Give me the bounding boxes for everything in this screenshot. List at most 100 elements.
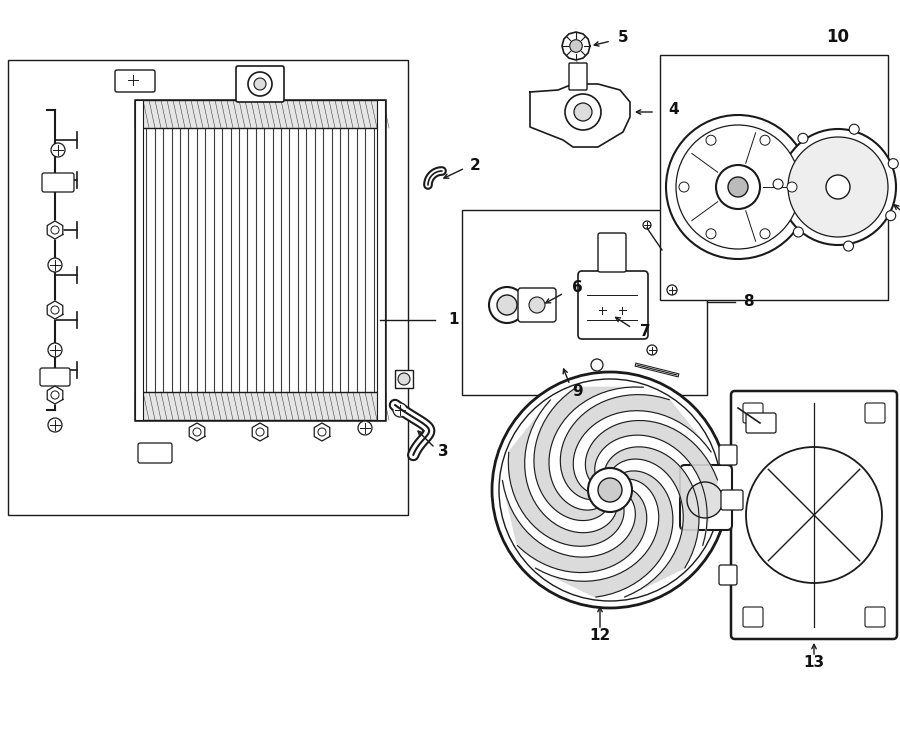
Circle shape	[51, 226, 59, 234]
FancyBboxPatch shape	[719, 565, 737, 585]
Text: 8: 8	[743, 295, 753, 309]
Circle shape	[499, 379, 721, 601]
Polygon shape	[47, 386, 63, 404]
Circle shape	[248, 72, 272, 96]
Circle shape	[574, 103, 592, 121]
Circle shape	[787, 182, 797, 192]
Text: 3: 3	[438, 444, 448, 460]
Text: 10: 10	[826, 28, 850, 46]
Circle shape	[398, 373, 410, 385]
FancyBboxPatch shape	[680, 465, 732, 530]
Polygon shape	[47, 221, 63, 239]
Circle shape	[597, 305, 607, 315]
Circle shape	[565, 94, 601, 130]
Circle shape	[193, 428, 201, 436]
Circle shape	[843, 241, 853, 251]
FancyBboxPatch shape	[743, 403, 763, 423]
Circle shape	[850, 124, 859, 135]
Bar	[135, 100, 385, 128]
FancyBboxPatch shape	[746, 413, 776, 433]
Circle shape	[826, 175, 850, 199]
Polygon shape	[530, 84, 630, 147]
Circle shape	[48, 343, 62, 357]
FancyBboxPatch shape	[42, 173, 74, 192]
Circle shape	[318, 428, 326, 436]
Circle shape	[48, 258, 62, 272]
Text: 13: 13	[804, 655, 824, 670]
Circle shape	[679, 182, 689, 192]
Circle shape	[492, 372, 728, 608]
FancyBboxPatch shape	[743, 607, 763, 627]
Circle shape	[793, 227, 804, 237]
Polygon shape	[585, 420, 717, 545]
Bar	[660, 55, 888, 300]
Circle shape	[126, 73, 140, 87]
Bar	[135, 100, 143, 420]
Circle shape	[798, 133, 808, 143]
Polygon shape	[314, 423, 329, 441]
Text: 5: 5	[618, 31, 628, 45]
Circle shape	[667, 285, 677, 295]
Circle shape	[780, 129, 896, 245]
FancyBboxPatch shape	[578, 271, 648, 339]
Circle shape	[570, 39, 582, 53]
Polygon shape	[502, 480, 647, 572]
Circle shape	[48, 418, 62, 432]
Circle shape	[51, 306, 59, 314]
Circle shape	[687, 482, 723, 518]
Circle shape	[617, 305, 627, 315]
FancyBboxPatch shape	[598, 233, 626, 272]
FancyBboxPatch shape	[731, 391, 897, 639]
Text: 7: 7	[640, 325, 651, 339]
FancyBboxPatch shape	[236, 66, 284, 102]
Circle shape	[256, 428, 264, 436]
Bar	[462, 210, 707, 395]
Polygon shape	[508, 400, 624, 546]
Circle shape	[716, 165, 760, 209]
Bar	[135, 392, 385, 420]
FancyBboxPatch shape	[721, 490, 743, 510]
Circle shape	[393, 403, 407, 417]
Circle shape	[647, 345, 657, 355]
Circle shape	[529, 297, 545, 313]
Bar	[8, 60, 408, 515]
Polygon shape	[536, 471, 673, 597]
Polygon shape	[562, 32, 590, 60]
Circle shape	[51, 391, 59, 399]
Circle shape	[254, 78, 266, 90]
Circle shape	[489, 287, 525, 323]
Bar	[135, 100, 385, 420]
Polygon shape	[534, 387, 643, 520]
Polygon shape	[561, 395, 711, 499]
Circle shape	[676, 125, 800, 249]
FancyBboxPatch shape	[138, 443, 172, 463]
Text: 6: 6	[572, 281, 583, 295]
Circle shape	[706, 135, 716, 145]
Polygon shape	[189, 423, 205, 441]
Text: 4: 4	[668, 102, 679, 118]
FancyBboxPatch shape	[40, 368, 70, 386]
FancyBboxPatch shape	[518, 288, 556, 322]
Circle shape	[746, 447, 882, 583]
Circle shape	[886, 211, 896, 221]
Circle shape	[588, 468, 632, 512]
Circle shape	[598, 478, 622, 502]
Polygon shape	[605, 447, 699, 597]
FancyBboxPatch shape	[865, 403, 885, 423]
FancyBboxPatch shape	[719, 445, 737, 465]
Circle shape	[773, 179, 783, 189]
Circle shape	[760, 229, 770, 239]
Circle shape	[788, 137, 888, 237]
Circle shape	[591, 359, 603, 371]
Text: 12: 12	[590, 628, 610, 643]
Circle shape	[51, 143, 65, 157]
FancyBboxPatch shape	[569, 63, 587, 90]
Circle shape	[760, 135, 770, 145]
Text: 2: 2	[470, 157, 481, 173]
Circle shape	[666, 115, 810, 259]
Bar	[395, 370, 413, 388]
FancyBboxPatch shape	[865, 607, 885, 627]
Circle shape	[888, 159, 898, 169]
Circle shape	[643, 221, 651, 229]
Text: 1: 1	[448, 312, 458, 327]
